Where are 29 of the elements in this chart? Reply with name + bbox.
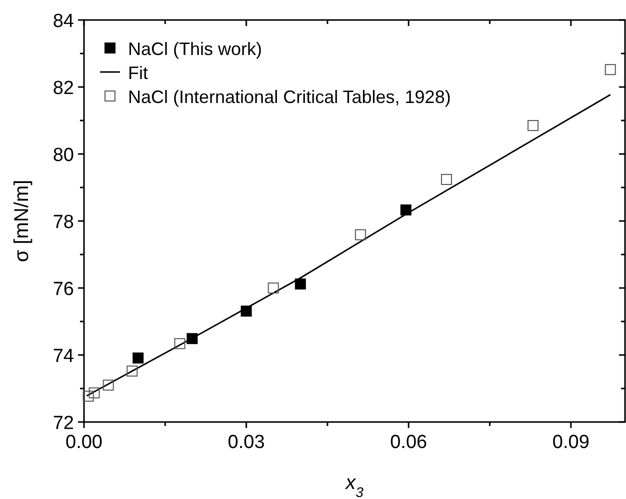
x-tick-label: 0.00 bbox=[66, 432, 102, 453]
point bbox=[174, 338, 186, 350]
legend-label: NaCl (International Critical Tables, 1928) bbox=[128, 87, 451, 107]
point bbox=[400, 204, 412, 216]
point bbox=[294, 278, 306, 290]
x-tick-label: 0.03 bbox=[228, 432, 265, 453]
point bbox=[126, 366, 138, 377]
x-tick-label: 0.06 bbox=[390, 432, 428, 453]
legend-label: Fit bbox=[128, 63, 148, 83]
point bbox=[132, 352, 144, 364]
y-tick-label: 80 bbox=[52, 145, 74, 166]
x-tick-label: 0.09 bbox=[552, 432, 590, 453]
y-tick-label: 74 bbox=[52, 346, 74, 367]
point bbox=[354, 229, 366, 240]
y-tick-label: 82 bbox=[52, 78, 74, 99]
y-tick-label: 76 bbox=[52, 279, 74, 300]
point bbox=[528, 120, 539, 132]
point bbox=[88, 387, 100, 398]
point bbox=[102, 380, 114, 391]
y-axis-title: σ [mN/m] bbox=[11, 180, 33, 262]
x-axis-title: x$_{3}$ bbox=[344, 472, 364, 499]
point bbox=[604, 64, 616, 76]
point bbox=[268, 282, 279, 294]
point bbox=[440, 174, 452, 185]
y-tick-label: 84 bbox=[52, 11, 74, 32]
point bbox=[82, 390, 94, 402]
legend-label: NaCl (This work) bbox=[128, 39, 262, 59]
y-tick-label: 78 bbox=[52, 212, 74, 233]
y-tick-label: 72 bbox=[52, 413, 74, 434]
